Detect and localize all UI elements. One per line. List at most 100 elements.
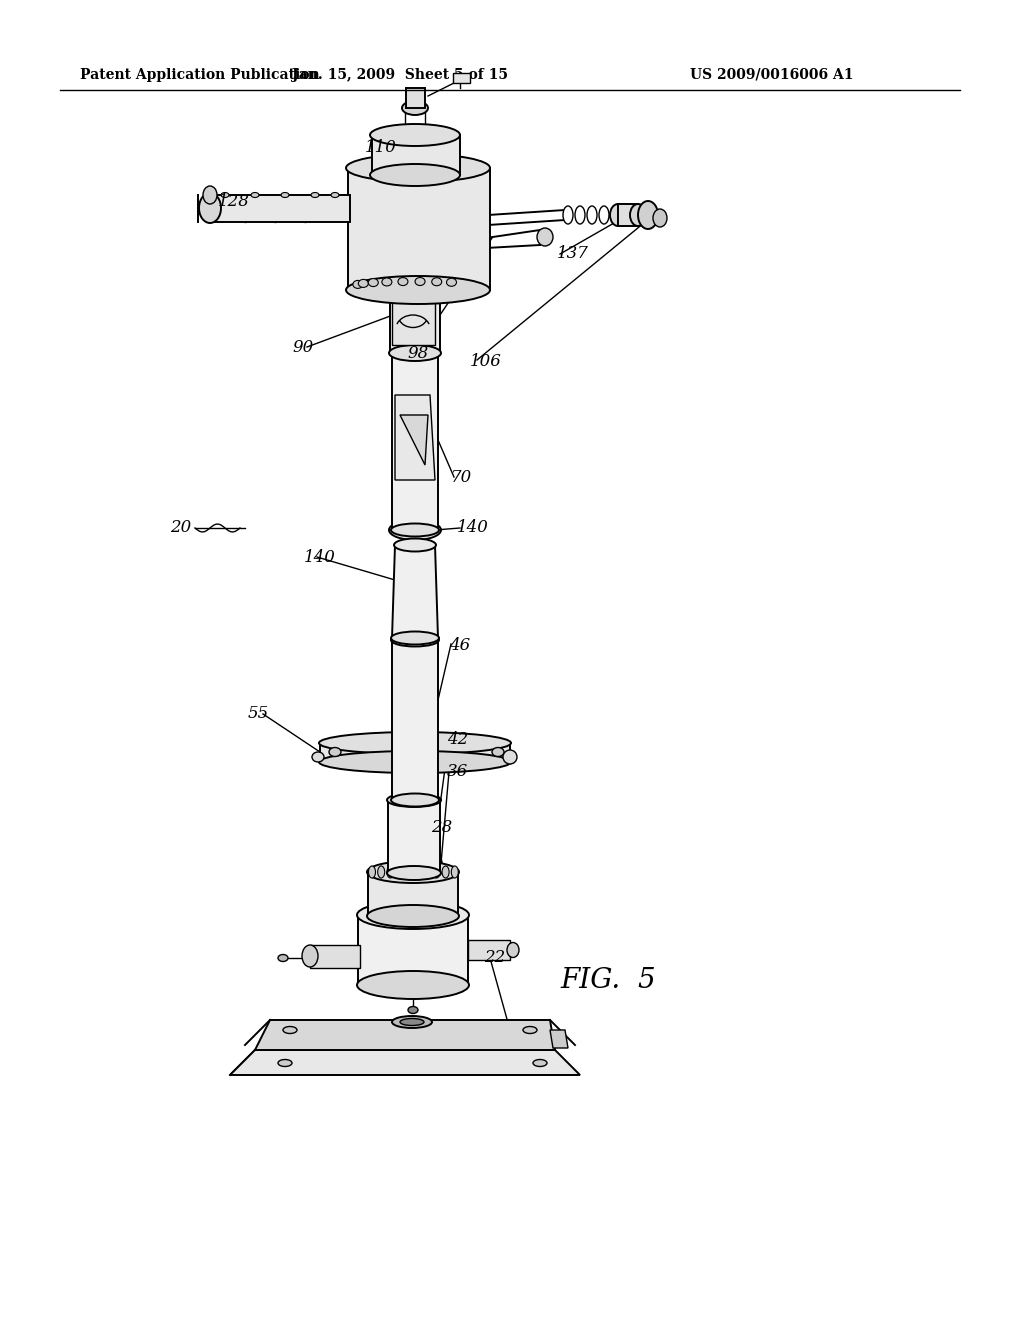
Polygon shape	[319, 743, 510, 762]
Ellipse shape	[391, 524, 439, 536]
Ellipse shape	[402, 102, 428, 115]
Ellipse shape	[587, 206, 597, 224]
Ellipse shape	[392, 1016, 432, 1028]
Ellipse shape	[281, 193, 289, 198]
Ellipse shape	[391, 793, 439, 807]
Polygon shape	[550, 1030, 568, 1048]
Ellipse shape	[357, 902, 469, 929]
Ellipse shape	[408, 1006, 418, 1014]
Text: 128: 128	[218, 194, 250, 210]
Polygon shape	[392, 640, 438, 800]
Ellipse shape	[358, 280, 369, 288]
Ellipse shape	[391, 634, 439, 647]
Ellipse shape	[382, 279, 392, 286]
Ellipse shape	[367, 906, 459, 927]
Polygon shape	[358, 915, 468, 985]
Text: 140: 140	[457, 520, 488, 536]
Text: 98: 98	[407, 345, 428, 362]
Polygon shape	[210, 195, 350, 222]
Text: 106: 106	[470, 352, 502, 370]
Ellipse shape	[346, 154, 490, 182]
Text: 55: 55	[248, 705, 269, 722]
Ellipse shape	[283, 1027, 297, 1034]
Ellipse shape	[432, 277, 441, 285]
Text: 110: 110	[365, 139, 397, 156]
Polygon shape	[618, 205, 638, 226]
Text: FIG.  5: FIG. 5	[560, 966, 655, 994]
Text: 137: 137	[557, 244, 589, 261]
Polygon shape	[468, 940, 510, 960]
Text: 42: 42	[447, 730, 468, 747]
Polygon shape	[400, 414, 428, 465]
Ellipse shape	[452, 866, 459, 878]
Text: 46: 46	[449, 636, 470, 653]
Text: US 2009/0016006 A1: US 2009/0016006 A1	[690, 69, 853, 82]
Polygon shape	[390, 285, 440, 352]
Text: 20: 20	[170, 520, 191, 536]
Ellipse shape	[389, 277, 441, 293]
Text: Patent Application Publication: Patent Application Publication	[80, 69, 319, 82]
Polygon shape	[310, 945, 360, 968]
Text: Jan. 15, 2009  Sheet 5 of 15: Jan. 15, 2009 Sheet 5 of 15	[292, 69, 508, 82]
Ellipse shape	[442, 866, 450, 878]
Ellipse shape	[391, 631, 439, 644]
Ellipse shape	[534, 1060, 547, 1067]
Ellipse shape	[369, 866, 376, 878]
Polygon shape	[392, 545, 438, 638]
Ellipse shape	[311, 193, 319, 198]
Ellipse shape	[400, 1019, 424, 1026]
Ellipse shape	[221, 193, 229, 198]
Ellipse shape	[406, 866, 413, 878]
Polygon shape	[395, 395, 435, 480]
Ellipse shape	[203, 186, 217, 205]
Ellipse shape	[302, 945, 318, 968]
Ellipse shape	[278, 1060, 292, 1067]
Ellipse shape	[353, 280, 362, 288]
Ellipse shape	[370, 164, 460, 186]
Text: 70: 70	[451, 470, 472, 487]
Polygon shape	[453, 73, 470, 83]
Text: 140: 140	[304, 549, 336, 565]
Ellipse shape	[433, 866, 440, 878]
Text: 90: 90	[292, 339, 313, 356]
Ellipse shape	[387, 866, 441, 880]
Polygon shape	[255, 1020, 555, 1049]
Ellipse shape	[398, 524, 432, 536]
Ellipse shape	[251, 193, 259, 198]
Ellipse shape	[391, 346, 439, 359]
Ellipse shape	[398, 277, 408, 285]
Ellipse shape	[387, 866, 394, 878]
Ellipse shape	[507, 942, 519, 957]
Ellipse shape	[331, 193, 339, 198]
Ellipse shape	[312, 752, 324, 762]
Ellipse shape	[446, 279, 457, 286]
Ellipse shape	[278, 954, 288, 961]
Polygon shape	[372, 135, 460, 176]
Ellipse shape	[319, 733, 511, 754]
Ellipse shape	[389, 345, 441, 360]
Ellipse shape	[523, 1027, 537, 1034]
Ellipse shape	[367, 861, 459, 883]
Ellipse shape	[396, 866, 403, 878]
Ellipse shape	[563, 206, 573, 224]
Ellipse shape	[415, 277, 425, 285]
Text: 28: 28	[431, 818, 453, 836]
Ellipse shape	[415, 866, 422, 878]
Ellipse shape	[357, 972, 469, 999]
Text: 36: 36	[447, 763, 468, 780]
Ellipse shape	[378, 866, 385, 878]
Ellipse shape	[610, 205, 626, 226]
Ellipse shape	[389, 520, 441, 540]
Ellipse shape	[492, 747, 504, 756]
Ellipse shape	[199, 193, 221, 223]
Polygon shape	[406, 88, 425, 108]
Ellipse shape	[575, 206, 585, 224]
Ellipse shape	[394, 539, 436, 552]
Ellipse shape	[503, 750, 517, 764]
Ellipse shape	[537, 228, 553, 246]
Ellipse shape	[387, 793, 441, 807]
Ellipse shape	[638, 201, 658, 228]
Polygon shape	[388, 800, 440, 873]
Ellipse shape	[369, 279, 378, 286]
Ellipse shape	[424, 866, 431, 878]
